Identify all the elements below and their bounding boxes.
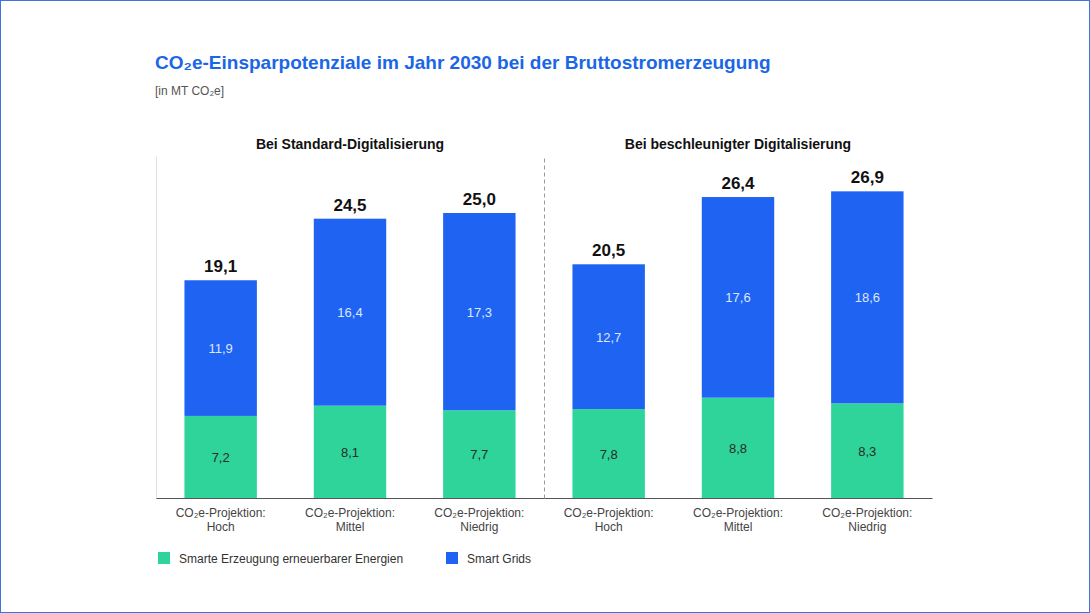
bar-segment: Smarte Erzeugung erneuerbarer Energien <box>443 410 515 498</box>
legend-label: Smart Grids <box>467 552 531 566</box>
x-tick: CO₂e-Projektion:Mittel <box>305 498 395 534</box>
y-axis <box>544 157 546 499</box>
value-label: 7,7 <box>470 447 488 462</box>
legend-label: Smarte Erzeugung erneuerbarer Energien <box>179 552 403 566</box>
x-tick: CO₂e-Projektion:Hoch <box>176 498 266 534</box>
x-axis: CO₂e-Projektion:Hoch CO₂e-Projektion:Mitt… <box>545 498 933 534</box>
bars: Smarte Erzeugung erneuerbarer EnergienSm… <box>184 213 515 498</box>
value-label: 11,9 <box>208 341 232 356</box>
bar-segment: Smart Grids <box>443 213 515 410</box>
value-label: 12,7 <box>596 330 621 345</box>
total-label: 20,5 <box>592 241 625 260</box>
subtitle: [in MT CO₂e] <box>155 84 224 98</box>
labels: 7,8 8,8 8,3 12,7 17,6 18,6 20,5 26,4 26,9 <box>592 168 884 461</box>
x-tick-label: CO₂e-Projektion:Mittel <box>305 506 395 534</box>
x-tick: CO₂e-Projektion:Mittel <box>693 498 783 534</box>
bar-segment: Smart Grids <box>184 280 256 416</box>
x-tick: CO₂e-Projektion:Niedrig <box>434 498 524 534</box>
x-axis-line <box>545 498 933 499</box>
value-label: 8,1 <box>341 445 359 460</box>
bar-segment: Smarte Erzeugung erneuerbarer Energien <box>831 403 903 498</box>
x-tick-label: CO₂e-Projektion:Hoch <box>176 506 266 534</box>
title: CO₂e-Einsparpotenziale im Jahr 2030 bei … <box>155 52 771 73</box>
x-axis-line <box>157 498 545 499</box>
x-tick-label: CO₂e-Projektion:Niedrig <box>822 506 912 534</box>
legend: Smarte Erzeugung erneuerbarer Energien Sm… <box>158 552 531 566</box>
total-label: 24,5 <box>333 196 366 215</box>
value-label: 7,8 <box>600 447 618 462</box>
total-label: 19,1 <box>204 257 237 276</box>
panel-title: Bei Standard-Digitalisierung <box>256 136 444 152</box>
legend-swatch <box>158 552 170 564</box>
bar-segment: Smart Grids <box>314 219 386 406</box>
chart: CO₂e-Einsparpotenziale im Jahr 2030 bei … <box>1 1 1089 612</box>
bars: Smarte Erzeugung erneuerbarer EnergienSm… <box>572 191 903 498</box>
bar-segment: Smart Grids <box>831 191 903 403</box>
value-label: 8,8 <box>729 441 747 456</box>
labels: 7,2 8,1 7,7 11,9 16,4 17,3 19,1 24,5 25,0 <box>204 190 496 465</box>
value-label: 8,3 <box>858 444 876 459</box>
x-tick: CO₂e-Projektion:Hoch <box>564 498 654 534</box>
bar-segment: Smart Grids <box>572 264 644 409</box>
value-label: 18,6 <box>855 290 880 305</box>
value-label: 16,4 <box>337 305 362 320</box>
y-axis-line <box>156 157 157 499</box>
x-tick: CO₂e-Projektion:Niedrig <box>822 498 912 534</box>
value-label: 7,2 <box>212 450 230 465</box>
y-axis <box>156 157 158 499</box>
total-label: 26,9 <box>851 168 884 187</box>
value-label: 17,6 <box>725 290 750 305</box>
bar-segment: Smarte Erzeugung erneuerbarer Energien <box>572 409 644 498</box>
chart-frame: CO₂e-Einsparpotenziale im Jahr 2030 bei … <box>0 0 1090 613</box>
bar-segment: Smart Grids <box>702 197 774 398</box>
bar-segment: Smarte Erzeugung erneuerbarer Energien <box>702 398 774 498</box>
x-tick-label: CO₂e-Projektion:Hoch <box>564 506 654 534</box>
bar-segment: Smarte Erzeugung erneuerbarer Energien <box>314 406 386 498</box>
x-axis: CO₂e-Projektion:Hoch CO₂e-Projektion:Mitt… <box>157 498 545 534</box>
y-axis-line <box>544 157 545 499</box>
bar-segment: Smarte Erzeugung erneuerbarer Energien <box>184 416 256 498</box>
x-tick-label: CO₂e-Projektion:Niedrig <box>434 506 524 534</box>
value-label: 17,3 <box>467 305 492 320</box>
panel-title: Bei beschleunigter Digitalisierung <box>625 136 851 152</box>
total-label: 25,0 <box>463 190 496 209</box>
total-label: 26,4 <box>721 174 755 193</box>
legend-swatch <box>446 552 458 564</box>
x-tick-label: CO₂e-Projektion:Mittel <box>693 506 783 534</box>
